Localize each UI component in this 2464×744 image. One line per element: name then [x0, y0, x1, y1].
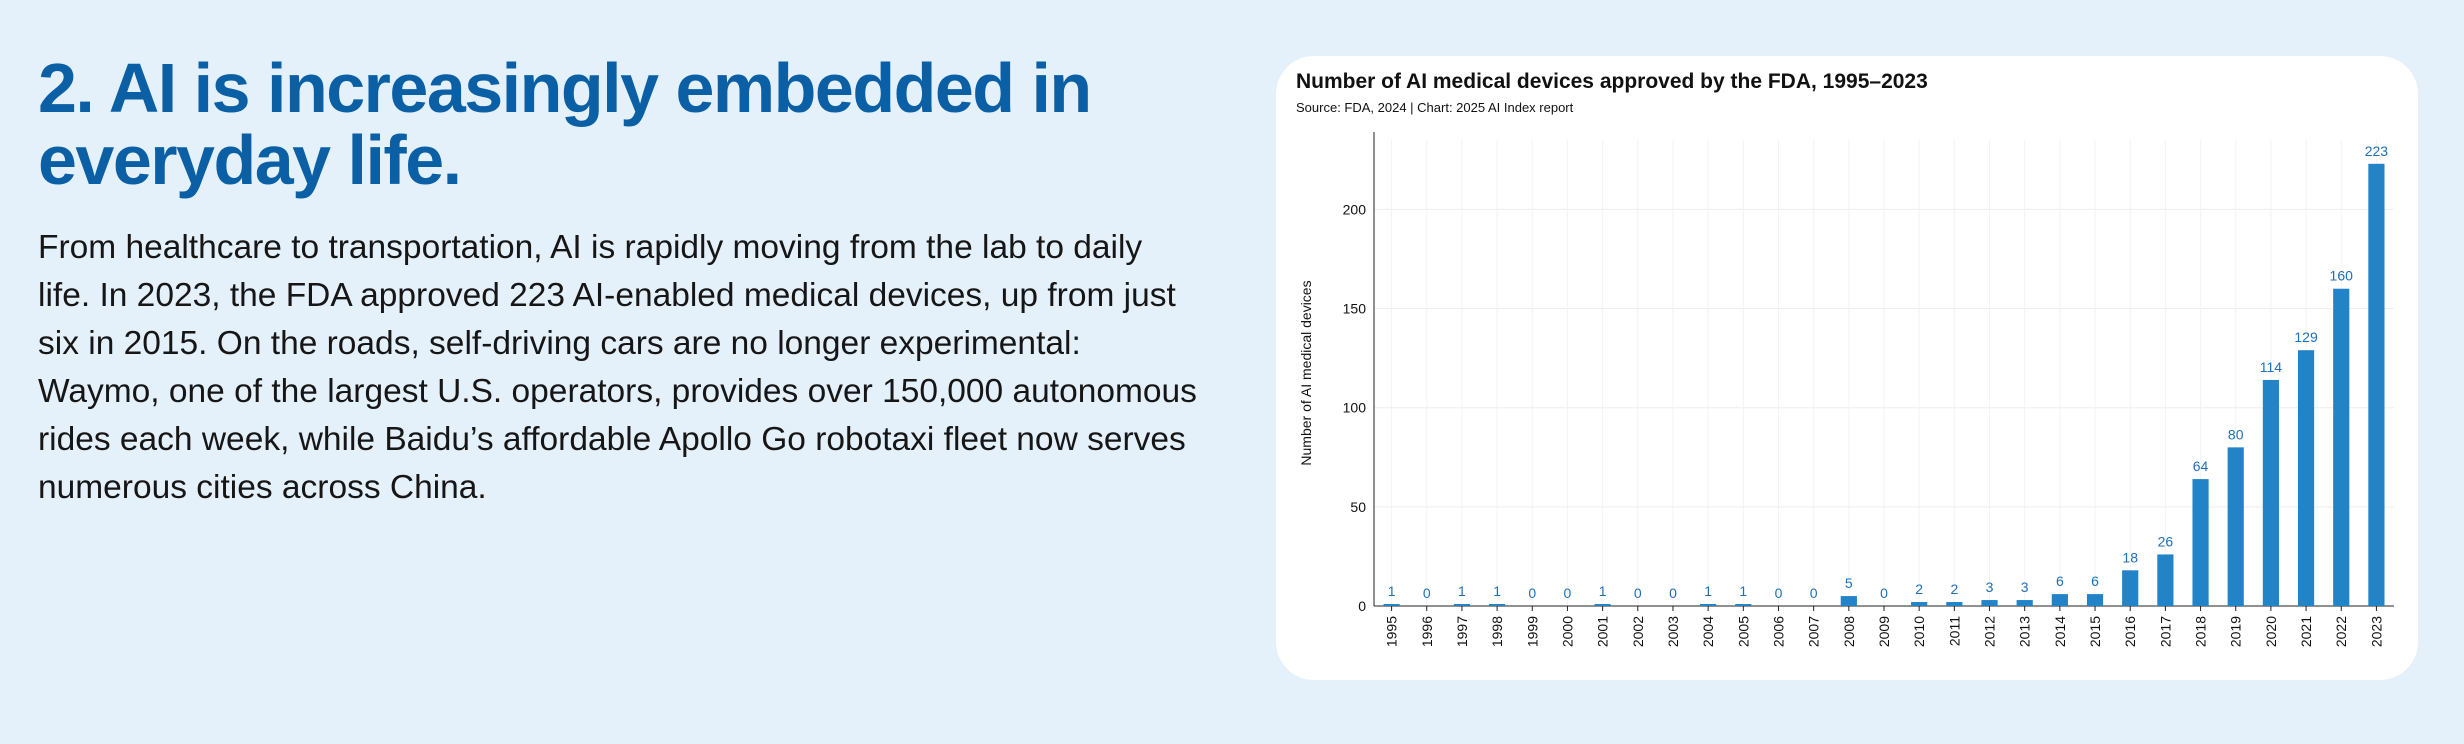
- data-label-2020: 114: [2260, 359, 2283, 375]
- y-tick-label: 50: [1350, 499, 1366, 515]
- x-tick-label-2020: 2020: [2263, 616, 2279, 647]
- data-label-2001: 1: [1599, 583, 1607, 599]
- bar-2015: [2086, 594, 2104, 606]
- x-tick-label-2011: 2011: [1946, 616, 1962, 646]
- x-tick-label-1999: 1999: [1524, 616, 1540, 647]
- data-label-1999: 0: [1528, 585, 1536, 601]
- x-tick-label-2010: 2010: [1911, 616, 1927, 647]
- data-label-2005: 1: [1739, 583, 1747, 599]
- data-label-2013: 3: [2021, 579, 2029, 595]
- data-label-2014: 6: [2056, 573, 2064, 589]
- x-tick-label-2015: 2015: [2087, 616, 2103, 647]
- y-tick-label: 0: [1358, 598, 1366, 614]
- data-label-2004: 1: [1704, 583, 1712, 599]
- data-label-1998: 1: [1493, 583, 1501, 599]
- data-label-2022: 160: [2330, 268, 2354, 284]
- x-tick-label-1996: 1996: [1419, 616, 1435, 647]
- bar-2022: [2333, 288, 2350, 606]
- x-tick-label-2019: 2019: [2228, 616, 2244, 647]
- bar-2013: [2016, 600, 2033, 606]
- x-tick-label-2006: 2006: [1770, 616, 1786, 647]
- x-tick-label-2009: 2009: [1876, 616, 1892, 647]
- left-panel: 2. AI is increasingly embedded in everyd…: [38, 52, 1198, 512]
- x-tick-label-2008: 2008: [1841, 616, 1857, 647]
- x-tick-label-2018: 2018: [2193, 616, 2209, 647]
- data-label-1996: 0: [1423, 585, 1431, 601]
- x-tick-label-2021: 2021: [2298, 616, 2314, 647]
- data-label-1997: 1: [1458, 583, 1466, 599]
- bar-1998: [1489, 604, 1506, 606]
- x-tick-label-2002: 2002: [1630, 616, 1646, 647]
- x-tick-label-1995: 1995: [1384, 616, 1400, 647]
- section-heading: 2. AI is increasingly embedded in everyd…: [38, 49, 1092, 199]
- bar-2014: [2051, 594, 2068, 606]
- bar-1995: [1383, 604, 1400, 606]
- data-label-1995: 1: [1388, 583, 1396, 599]
- x-tick-label-2023: 2023: [2368, 616, 2384, 647]
- data-label-2008: 5: [1845, 575, 1853, 591]
- bar-2021: [2297, 350, 2315, 606]
- data-label-2019: 80: [2228, 426, 2244, 442]
- bar-2011: [1946, 602, 1963, 606]
- y-tick-label: 100: [1343, 400, 1367, 416]
- data-label-2015: 6: [2091, 573, 2099, 589]
- bar-2019: [2227, 447, 2244, 606]
- data-label-2018: 64: [2193, 458, 2209, 474]
- bar-2023: [2368, 163, 2385, 606]
- x-tick-label-2022: 2022: [2333, 616, 2349, 647]
- x-tick-label-1998: 1998: [1489, 616, 1505, 647]
- x-tick-label-2005: 2005: [1735, 616, 1751, 647]
- chart-title: Number of AI medical devices approved by…: [1296, 70, 1928, 93]
- data-label-2009: 0: [1880, 585, 1888, 601]
- x-tick-label-2001: 2001: [1595, 616, 1611, 647]
- bar-2020: [2262, 379, 2279, 606]
- y-tick-label: 200: [1343, 201, 1367, 217]
- data-label-2002: 0: [1634, 585, 1642, 601]
- data-label-2000: 0: [1564, 585, 1572, 601]
- x-tick-label-2000: 2000: [1559, 616, 1575, 647]
- data-label-2012: 3: [1986, 579, 1994, 595]
- x-tick-label-2013: 2013: [2017, 616, 2033, 647]
- x-tick-label-2003: 2003: [1665, 616, 1681, 647]
- data-label-2017: 26: [2158, 533, 2174, 549]
- data-label-2011: 2: [1950, 581, 1958, 597]
- data-label-2003: 0: [1669, 585, 1677, 601]
- x-tick-label-2014: 2014: [2052, 616, 2068, 647]
- y-axis-title: Number of AI medical devices: [1298, 280, 1314, 465]
- x-tick-label-1997: 1997: [1454, 616, 1470, 647]
- x-tick-label-2004: 2004: [1700, 616, 1716, 647]
- y-tick-label: 150: [1343, 301, 1367, 317]
- bar-2012: [1981, 600, 1998, 606]
- bar-2017: [2157, 554, 2174, 606]
- bar-1997: [1453, 604, 1471, 606]
- data-label-2007: 0: [1810, 585, 1818, 601]
- x-tick-label-2007: 2007: [1806, 616, 1822, 647]
- bar-2004: [1700, 604, 1717, 606]
- bar-2008: [1840, 596, 1857, 606]
- data-label-2023: 223: [2365, 143, 2389, 159]
- body-paragraph: From healthcare to transportation, AI is…: [38, 229, 1197, 506]
- data-label-2006: 0: [1775, 585, 1783, 601]
- data-label-2016: 18: [2122, 549, 2138, 565]
- data-label-2021: 129: [2294, 329, 2318, 345]
- bar-2010: [1911, 602, 1928, 606]
- x-tick-label-2017: 2017: [2157, 616, 2173, 647]
- data-label-2010: 2: [1915, 581, 1923, 597]
- bar-2018: [2192, 479, 2209, 606]
- bar-2001: [1594, 604, 1611, 606]
- chart-source: Source: FDA, 2024 | Chart: 2025 AI Index…: [1296, 100, 1574, 115]
- chart-card: 0 50 100 150 200 Number of AI medical devices…: [1276, 56, 2418, 680]
- x-tick-label-2012: 2012: [1982, 616, 1998, 647]
- bar-2005: [1735, 604, 1752, 606]
- bar-2016: [2122, 570, 2139, 606]
- x-tick-label-2016: 2016: [2122, 616, 2138, 647]
